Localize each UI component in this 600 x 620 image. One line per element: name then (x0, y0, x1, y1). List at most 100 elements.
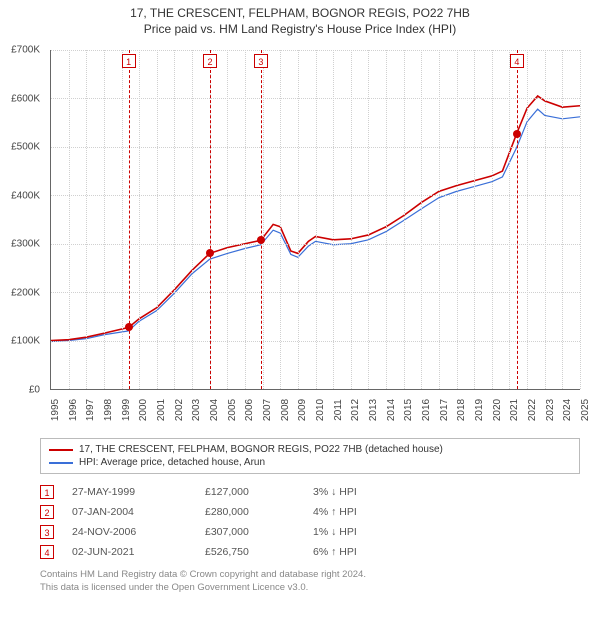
y-tick-label: £200K (11, 287, 40, 298)
grid-v (421, 50, 422, 389)
x-tick-label: 1999 (121, 399, 132, 421)
y-tick-label: £100K (11, 336, 40, 347)
x-tick-label: 2007 (262, 399, 273, 421)
x-tick-label: 2005 (227, 399, 238, 421)
sale-line (129, 50, 130, 389)
x-tick-label: 2003 (191, 399, 202, 421)
x-tick-label: 1995 (50, 399, 61, 421)
sale-index-box: 1 (40, 485, 54, 499)
plot-region: 1234 (50, 50, 580, 390)
grid-v (509, 50, 510, 389)
grid-v (280, 50, 281, 389)
x-tick-label: 2017 (439, 399, 450, 421)
x-tick-label: 2006 (244, 399, 255, 421)
title-address: 17, THE CRESCENT, FELPHAM, BOGNOR REGIS,… (0, 6, 600, 20)
x-axis: 1995199619971998199920002001200220032004… (50, 390, 580, 430)
x-tick-label: 2013 (368, 399, 379, 421)
grid-v (157, 50, 158, 389)
x-tick-label: 2012 (350, 399, 361, 421)
sale-relative-hpi: 6% ↑ HPI (313, 546, 357, 558)
x-tick-label: 2010 (315, 399, 326, 421)
x-tick-label: 2016 (421, 399, 432, 421)
sale-line (210, 50, 211, 389)
sales-row: 402-JUN-2021£526,7506% ↑ HPI (40, 542, 580, 562)
legend-label: HPI: Average price, detached house, Arun (79, 457, 265, 468)
grid-v (174, 50, 175, 389)
grid-v (351, 50, 352, 389)
y-tick-label: £300K (11, 239, 40, 250)
grid-v (298, 50, 299, 389)
grid-v (439, 50, 440, 389)
sale-date: 24-NOV-2006 (72, 526, 187, 538)
legend-row: HPI: Average price, detached house, Arun (49, 456, 571, 469)
footer-line2: This data is licensed under the Open Gov… (40, 581, 580, 594)
y-tick-label: £700K (11, 45, 40, 56)
x-tick-label: 2021 (509, 399, 520, 421)
title-subtitle: Price paid vs. HM Land Registry's House … (0, 22, 600, 36)
sale-dot (125, 323, 133, 331)
grid-v (457, 50, 458, 389)
y-axis: £0£100K£200K£300K£400K£500K£600K£700K (0, 50, 45, 390)
chart-area: £0£100K£200K£300K£400K£500K£600K£700K 12… (50, 50, 580, 390)
legend-swatch (49, 462, 73, 464)
sale-marker: 1 (122, 54, 136, 68)
legend-row: 17, THE CRESCENT, FELPHAM, BOGNOR REGIS,… (49, 443, 571, 456)
sale-relative-hpi: 4% ↑ HPI (313, 506, 357, 518)
x-tick-label: 2004 (209, 399, 220, 421)
legend-swatch (49, 449, 73, 451)
grid-v (527, 50, 528, 389)
sale-dot (206, 249, 214, 257)
x-tick-label: 2011 (333, 399, 344, 421)
sale-index-box: 3 (40, 525, 54, 539)
x-tick-label: 2014 (386, 399, 397, 421)
grid-v (562, 50, 563, 389)
x-tick-label: 1997 (85, 399, 96, 421)
x-tick-label: 2002 (174, 399, 185, 421)
title-block: 17, THE CRESCENT, FELPHAM, BOGNOR REGIS,… (0, 0, 600, 38)
x-tick-label: 2023 (545, 399, 556, 421)
grid-v (245, 50, 246, 389)
grid-v (122, 50, 123, 389)
x-tick-label: 2025 (580, 399, 591, 421)
x-tick-label: 1998 (103, 399, 114, 421)
x-tick-label: 2019 (474, 399, 485, 421)
sale-price: £127,000 (205, 486, 295, 498)
sale-price: £307,000 (205, 526, 295, 538)
x-tick-label: 2020 (492, 399, 503, 421)
x-tick-label: 2018 (456, 399, 467, 421)
sale-line (517, 50, 518, 389)
sale-index-box: 2 (40, 505, 54, 519)
sale-price: £526,750 (205, 546, 295, 558)
y-tick-label: £400K (11, 190, 40, 201)
sale-marker: 4 (510, 54, 524, 68)
grid-v (86, 50, 87, 389)
sale-price: £280,000 (205, 506, 295, 518)
footer-credits: Contains HM Land Registry data © Crown c… (40, 568, 580, 595)
grid-v (104, 50, 105, 389)
chart-container: 17, THE CRESCENT, FELPHAM, BOGNOR REGIS,… (0, 0, 600, 620)
x-tick-label: 2009 (297, 399, 308, 421)
grid-v (192, 50, 193, 389)
sale-date: 07-JAN-2004 (72, 506, 187, 518)
sale-marker: 2 (203, 54, 217, 68)
sale-relative-hpi: 1% ↓ HPI (313, 526, 357, 538)
grid-v (333, 50, 334, 389)
sales-row: 3 24-NOV-2006 £307,000 1% ↓ HPI (40, 522, 580, 542)
x-tick-label: 2022 (527, 399, 538, 421)
grid-v (580, 50, 581, 389)
grid-v (474, 50, 475, 389)
sale-dot (257, 236, 265, 244)
sale-relative-hpi: 3% ↓ HPI (313, 486, 357, 498)
grid-v (263, 50, 264, 389)
legend-label: 17, THE CRESCENT, FELPHAM, BOGNOR REGIS,… (79, 444, 443, 455)
grid-v (545, 50, 546, 389)
grid-v (404, 50, 405, 389)
footer-line1: Contains HM Land Registry data © Crown c… (40, 568, 580, 581)
sale-dot (513, 130, 521, 138)
sale-line (261, 50, 262, 389)
y-tick-label: £0 (29, 385, 40, 396)
grid-v (227, 50, 228, 389)
x-tick-label: 2015 (403, 399, 414, 421)
y-tick-label: £600K (11, 93, 40, 104)
grid-v (139, 50, 140, 389)
